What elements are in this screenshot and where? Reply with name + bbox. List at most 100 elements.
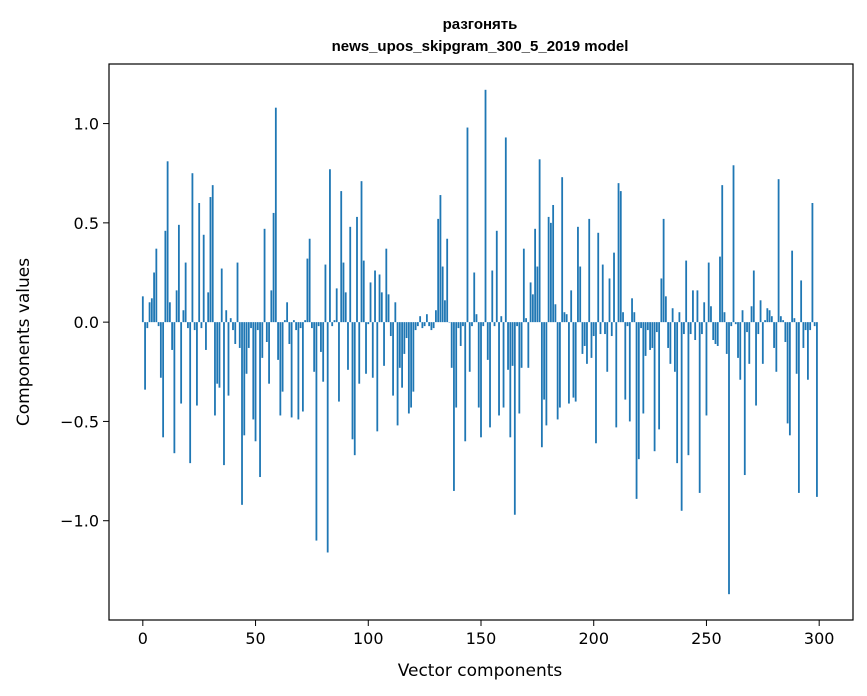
- bar: [685, 260, 688, 323]
- bar: [554, 304, 557, 323]
- bar: [540, 322, 543, 448]
- bar: [250, 322, 252, 329]
- bar: [743, 322, 746, 476]
- bar: [601, 264, 604, 323]
- bar: [146, 322, 149, 329]
- bar: [649, 322, 651, 350]
- bar: [243, 322, 246, 436]
- bar: [705, 322, 708, 416]
- y-tick-label: 0.5: [74, 214, 99, 233]
- bar: [353, 322, 356, 456]
- bar: [595, 322, 597, 444]
- bar: [807, 322, 809, 380]
- bar: [572, 322, 575, 398]
- bar: [746, 322, 748, 333]
- bar: [547, 216, 550, 323]
- bar: [549, 222, 552, 323]
- bar: [207, 292, 210, 323]
- bar: [351, 322, 354, 440]
- bar: [279, 322, 282, 416]
- x-tick-label: 300: [804, 629, 835, 648]
- bar: [347, 322, 349, 370]
- bar: [225, 310, 228, 323]
- bar: [437, 218, 440, 323]
- bar: [462, 322, 464, 327]
- bar: [502, 322, 505, 408]
- bar: [712, 322, 715, 341]
- bar: [565, 314, 568, 323]
- bar: [360, 181, 363, 323]
- bar: [184, 262, 187, 323]
- bar: [633, 312, 636, 323]
- bar: [486, 322, 489, 360]
- bar: [646, 322, 649, 331]
- bar: [739, 322, 742, 380]
- bar: [577, 226, 579, 323]
- x-tick-label: 0: [138, 629, 148, 648]
- bar: [263, 228, 266, 323]
- y-tick-label: 1.0: [74, 115, 99, 134]
- bar: [453, 322, 455, 491]
- bar: [604, 322, 606, 335]
- bar: [407, 322, 410, 414]
- bar: [759, 300, 762, 323]
- bar: [538, 159, 541, 323]
- bar: [261, 322, 264, 358]
- bar: [430, 322, 433, 331]
- bar: [214, 322, 216, 416]
- bar: [401, 322, 403, 388]
- bar: [606, 322, 609, 372]
- bar: [398, 322, 401, 368]
- bar: [552, 204, 555, 323]
- bar: [766, 308, 769, 323]
- bar: [419, 316, 422, 323]
- bar: [500, 316, 503, 323]
- bar: [658, 322, 661, 430]
- bar: [678, 312, 681, 323]
- bar: [651, 322, 654, 348]
- bar: [716, 322, 719, 346]
- bar: [450, 322, 453, 368]
- x-tick-label: 50: [245, 629, 265, 648]
- x-axis-label: Vector components: [398, 661, 563, 681]
- bar: [374, 270, 376, 323]
- bar: [387, 294, 390, 323]
- bar: [513, 322, 516, 515]
- bar: [329, 169, 331, 323]
- bar: [292, 320, 295, 323]
- bar: [581, 322, 584, 354]
- bar: [187, 322, 189, 329]
- bar: [664, 296, 667, 323]
- bar: [619, 191, 622, 323]
- bar: [396, 322, 399, 426]
- bar: [676, 322, 679, 464]
- bar: [331, 322, 334, 327]
- bar: [468, 322, 471, 372]
- bar: [527, 322, 530, 368]
- bar: [588, 218, 591, 323]
- bar: [741, 310, 744, 323]
- bar: [317, 322, 320, 327]
- bar: [802, 322, 805, 348]
- bar: [804, 322, 807, 331]
- bar: [416, 322, 419, 327]
- bar: [779, 316, 782, 323]
- bar: [498, 322, 500, 416]
- bar: [405, 322, 408, 339]
- bar: [268, 322, 270, 384]
- bar: [770, 316, 773, 323]
- bar: [696, 290, 699, 323]
- bar: [234, 322, 237, 344]
- bar: [394, 302, 397, 323]
- bar: [504, 137, 507, 323]
- bar: [529, 282, 532, 323]
- bar: [610, 322, 613, 337]
- bar: [660, 278, 663, 323]
- bar: [775, 322, 778, 372]
- bar: [586, 322, 588, 364]
- y-axis-ticks: −1.0 −0.5 0.0 0.5 1.0: [60, 115, 109, 531]
- bar: [701, 322, 703, 335]
- bar: [256, 322, 259, 331]
- bar: [193, 322, 196, 331]
